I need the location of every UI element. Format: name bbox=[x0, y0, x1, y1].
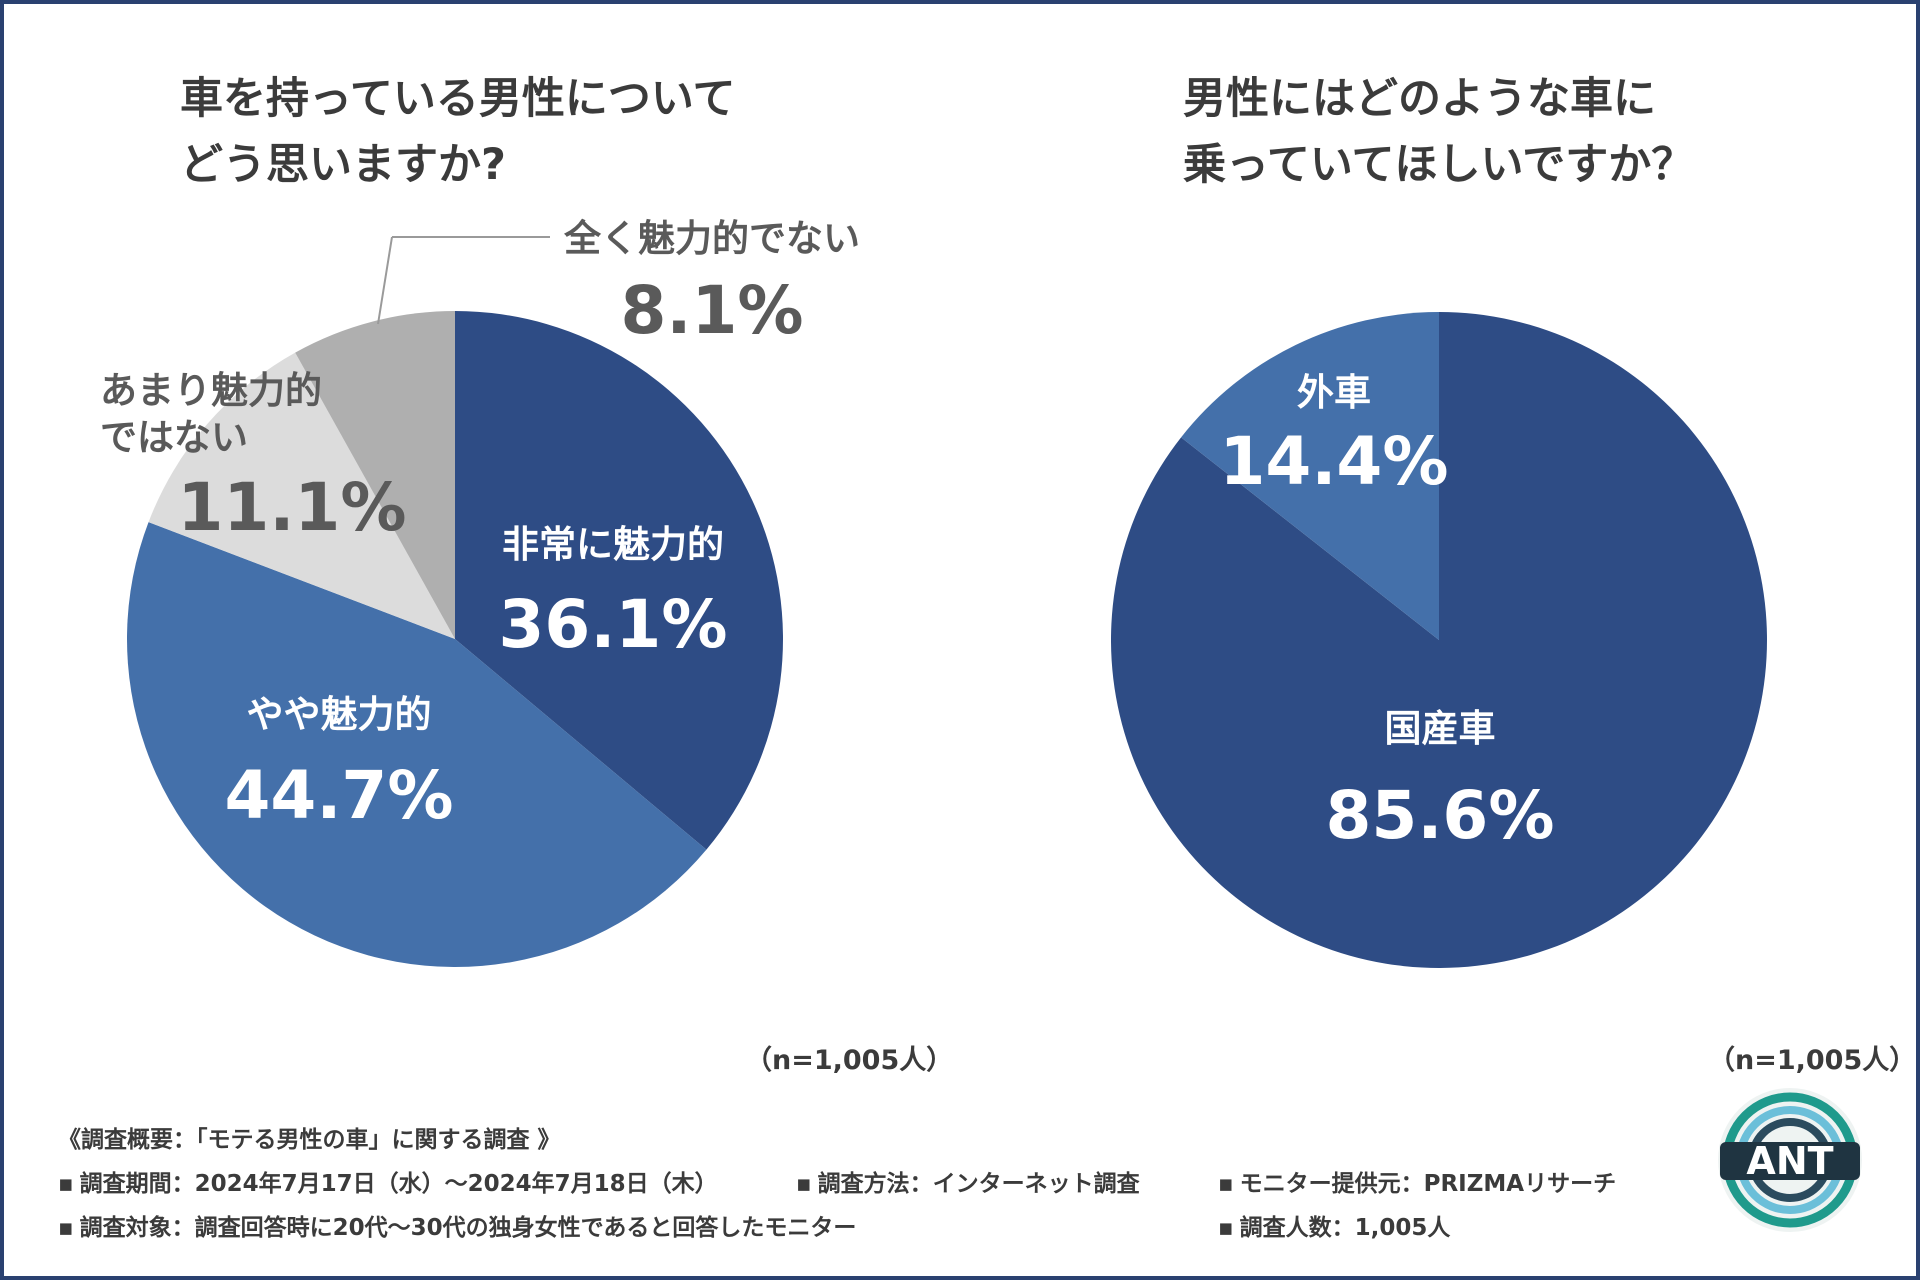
survey-line-2: ▪ 調査期間：2024年7月17日（水）～2024年7月18日（木） ▪ 調査方法：… bbox=[58, 1164, 1698, 1208]
left-question-line-2: どう思いますか? bbox=[180, 140, 506, 190]
slice-label-not-very-attractive-line-2: ではない bbox=[100, 416, 248, 459]
bullet-icon: ▪ bbox=[1218, 1215, 1234, 1241]
survey-method: 調査方法：インターネット調査 bbox=[817, 1171, 1140, 1197]
slice-value-not-very-attractive: 11.1% bbox=[178, 469, 407, 546]
survey-count-item: ▪ 調査人数：1,005人 bbox=[1218, 1208, 1450, 1242]
slice-label-somewhat-attractive: やや魅力的 bbox=[247, 693, 432, 736]
slice-value-very-attractive: 36.1% bbox=[499, 586, 728, 663]
slice-value-foreign: 14.4% bbox=[1220, 423, 1449, 500]
left-question-line-1: 車を持っている男性について bbox=[180, 74, 736, 124]
left-pie-slice-2 bbox=[127, 522, 707, 968]
right-question-title: 男性にはどのような車に 乗っていてほしいですか？ bbox=[1183, 66, 1694, 198]
survey-line-3: ▪ 調査対象：調査回答時に20代～30代の独身女性であると回答したモニター ▪ 調査… bbox=[58, 1208, 1698, 1252]
right-pie-slice-2 bbox=[1181, 312, 1439, 640]
slice-value-domestic: 85.6% bbox=[1326, 777, 1555, 854]
survey-target: 調査対象：調査回答時に20代～30代の独身女性であると回答したモニター bbox=[79, 1215, 857, 1241]
left-pie-slice-3 bbox=[148, 352, 456, 639]
bullet-icon: ▪ bbox=[58, 1215, 74, 1241]
right-pie-slice-1 bbox=[1111, 311, 1768, 968]
ant-logo-icon: ANT bbox=[1718, 1088, 1862, 1232]
survey-period: 調査期間：2024年7月17日（水）～2024年7月18日（木） bbox=[79, 1171, 718, 1197]
slice-label-domestic: 国産車 bbox=[1385, 707, 1496, 750]
right-pie-chart bbox=[1111, 311, 1768, 968]
right-question-line-2: 乗っていてほしいですか？ bbox=[1183, 140, 1695, 190]
logo-text: ANT bbox=[1746, 1139, 1833, 1183]
survey-period-item: ▪ 調査期間：2024年7月17日（水）～2024年7月18日（木） bbox=[58, 1164, 718, 1198]
slice-value-not-attractive: 8.1% bbox=[620, 272, 803, 349]
left-pie-slice-1 bbox=[455, 311, 784, 850]
bullet-icon: ▪ bbox=[58, 1171, 74, 1197]
left-pie-slice-4 bbox=[295, 311, 455, 639]
survey-heading: 《調査概要：「モテる男性の車」に関する調査 》 bbox=[58, 1127, 561, 1153]
slice-label-not-very-attractive-line-1: あまり魅力的 bbox=[100, 369, 322, 412]
survey-provider-item: ▪ モニター提供元：PRIZMAリサーチ bbox=[1218, 1164, 1616, 1198]
right-question-line-1: 男性にはどのような車に bbox=[1183, 74, 1656, 124]
survey-heading-line: 《調査概要：「モテる男性の車」に関する調査 》 bbox=[58, 1120, 1698, 1164]
survey-method-item: ▪ 調査方法：インターネット調査 bbox=[796, 1164, 1140, 1198]
bullet-icon: ▪ bbox=[796, 1171, 812, 1197]
left-sample-size: （n=1,005人） bbox=[745, 1045, 954, 1076]
survey-provider: モニター提供元：PRIZMAリサーチ bbox=[1239, 1171, 1617, 1197]
right-sample-size: （n=1,005人） bbox=[1708, 1045, 1917, 1076]
left-pie-chart bbox=[127, 311, 784, 968]
slice-label-very-attractive: 非常に魅力的 bbox=[502, 523, 724, 566]
logo-band bbox=[1720, 1142, 1860, 1180]
survey-count: 調査人数：1,005人 bbox=[1239, 1215, 1451, 1241]
survey-target-item: ▪ 調査対象：調査回答時に20代～30代の独身女性であると回答したモニター bbox=[58, 1208, 856, 1242]
left-question-title: 車を持っている男性について どう思いますか? bbox=[180, 66, 736, 198]
leader-line bbox=[377, 236, 393, 325]
slice-label-not-attractive: 全く魅力的でない bbox=[563, 217, 860, 260]
slice-value-somewhat-attractive: 44.7% bbox=[225, 757, 454, 834]
bullet-icon: ▪ bbox=[1218, 1171, 1234, 1197]
survey-summary: 《調査概要：「モテる男性の車」に関する調査 》 ▪ 調査期間：2024年7月17日… bbox=[58, 1120, 1698, 1252]
slice-label-foreign: 外車 bbox=[1297, 371, 1371, 414]
